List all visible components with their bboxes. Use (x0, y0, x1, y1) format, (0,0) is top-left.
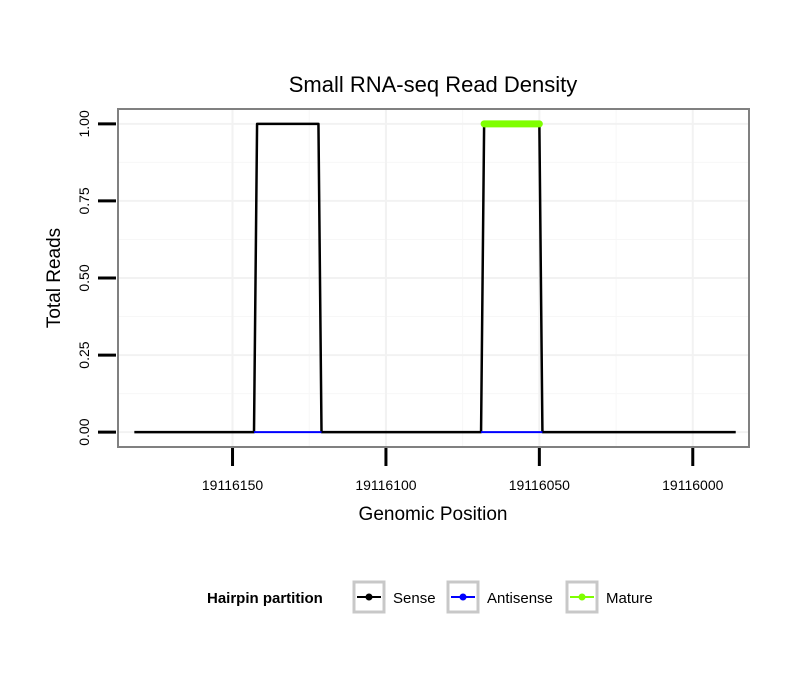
legend-key-antisense-point (459, 593, 467, 601)
legend-label-antisense: Antisense (487, 590, 553, 607)
legend-key-mature-point (578, 593, 586, 601)
y-axis: 0.00 0.25 0.50 0.75 1.00 (76, 110, 116, 446)
legend-label-sense: Sense (393, 590, 436, 607)
y-tick-label: 1.00 (76, 110, 92, 137)
chart-title: Small RNA-seq Read Density (289, 72, 578, 97)
y-tick-label: 0.75 (76, 187, 92, 214)
legend-label-mature: Mature (606, 590, 653, 607)
legend-item-mature: Mature (565, 580, 653, 614)
legend-title: Hairpin partition (207, 590, 323, 607)
x-tick-label: 19116050 (509, 477, 570, 493)
x-tick-label: 19116150 (202, 477, 263, 493)
series-layer (134, 120, 736, 434)
y-tick-label: 0.00 (76, 418, 92, 445)
series-line-sense (134, 122, 736, 434)
x-axis-title: Genomic Position (359, 504, 508, 525)
y-tick-label: 0.25 (76, 341, 92, 368)
legend-item-antisense: Antisense (446, 580, 553, 614)
legend-key-sense-point (365, 593, 373, 601)
legend: Hairpin partition Sense Antisense Mature (207, 580, 653, 614)
x-tick-label: 19116100 (355, 477, 416, 493)
minor-gridlines (119, 110, 748, 446)
legend-item-sense: Sense (352, 580, 436, 614)
x-tick-label: 19116000 (662, 477, 723, 493)
y-tick-label: 0.50 (76, 264, 92, 291)
x-axis: 19116150 19116100 19116050 19116000 (202, 448, 724, 493)
y-axis-title: Total Reads (44, 228, 65, 328)
